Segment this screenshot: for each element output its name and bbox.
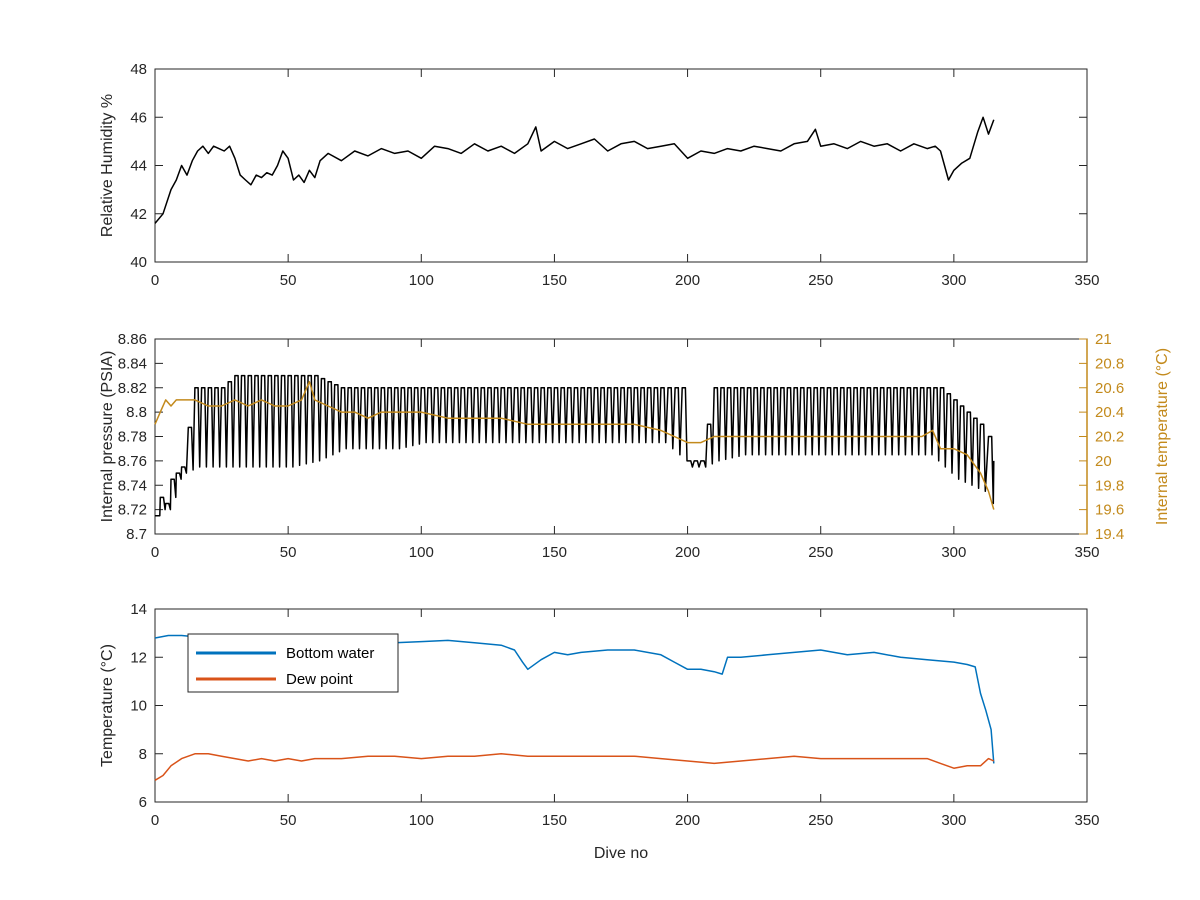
x-tick-label: 250 (808, 812, 833, 829)
x-tick-label: 350 (1074, 544, 1099, 561)
y-tick-label: 48 (130, 61, 147, 78)
right-y-tick-label: 21 (1095, 331, 1112, 348)
y-tick-label: 8.7 (126, 526, 147, 543)
y-tick-label: 8.74 (118, 477, 147, 494)
x-tick-label: 150 (542, 544, 567, 561)
y-tick-label: 40 (130, 254, 147, 271)
x-tick-label: 150 (542, 272, 567, 289)
legend-entry: Bottom water (286, 645, 374, 662)
x-tick-label: 50 (280, 544, 297, 561)
x-tick-label: 0 (151, 272, 159, 289)
series-line-0 (155, 374, 995, 517)
y-tick-label: 8.8 (126, 404, 147, 421)
y-tick-label: 6 (139, 794, 147, 811)
x-tick-label: 300 (941, 272, 966, 289)
y-tick-label: 8.76 (118, 453, 147, 470)
right-y-tick-label: 19.4 (1095, 526, 1124, 543)
y-tick-label: 42 (130, 206, 147, 223)
x-tick-label: 200 (675, 544, 700, 561)
humidity-plot: 0 50 100 150 200 250 300 350 40 42 44 46 48 Relative … (99, 61, 1100, 289)
right-y-tick-label: 20.6 (1095, 380, 1124, 397)
legend: Bottom water Dew point (187, 633, 399, 693)
x-tick-label: 50 (280, 272, 297, 289)
plot-frame (154, 338, 1088, 535)
y-axis-label: Temperature (°C) (99, 644, 116, 767)
y-tick-label: 8.78 (118, 429, 147, 446)
pressure-temperature-plot: 0 50 100 150 200 250 300 350 8.7 8.72 8.74 8.76 8.78… (99, 331, 1171, 561)
series-line-0 (154, 116, 995, 224)
x-tick-label: 150 (542, 812, 567, 829)
right-y-tick-label: 20.2 (1095, 429, 1124, 446)
y-axis-label: Internal pressure (PSIA) (99, 351, 116, 523)
right-y-tick-label: 19.6 (1095, 502, 1124, 519)
x-tick-label: 350 (1074, 272, 1099, 289)
right-y-tick-label: 20.4 (1095, 404, 1124, 421)
y-tick-label: 46 (130, 109, 147, 126)
x-tick-label: 0 (151, 544, 159, 561)
x-tick-label: 0 (151, 812, 159, 829)
x-tick-label: 300 (941, 812, 966, 829)
legend-box (187, 633, 399, 693)
x-tick-label: 100 (409, 272, 434, 289)
series-line-dew-point (154, 753, 995, 781)
y-tick-label: 14 (130, 601, 147, 618)
right-y-tick-label: 20 (1095, 453, 1112, 470)
figure-xlabel: Dive no (594, 845, 648, 862)
x-tick-label: 250 (808, 544, 833, 561)
y-tick-label: 8 (139, 746, 147, 763)
x-tick-label: 300 (941, 544, 966, 561)
y-tick-label: 8.72 (118, 502, 147, 519)
x-tick-label: 350 (1074, 812, 1099, 829)
right-y-axis-label: Internal temperature (°C) (1154, 348, 1171, 525)
temperature-plot: 0 50 100 150 200 250 300 350 6 8 10 12 14 Temperature… (99, 601, 1100, 829)
y-axis-label: Relative Humidity % (99, 94, 116, 237)
y-tick-label: 44 (130, 158, 147, 175)
y-tick-label: 10 (130, 698, 147, 715)
x-tick-label: 100 (409, 544, 434, 561)
right-y-tick-label: 19.8 (1095, 477, 1124, 494)
y-tick-label: 8.86 (118, 331, 147, 348)
right-y-tick-label: 20.8 (1095, 355, 1124, 372)
x-tick-label: 200 (675, 272, 700, 289)
y-tick-label: 12 (130, 649, 147, 666)
x-tick-label: 100 (409, 812, 434, 829)
y-tick-label: 8.82 (118, 380, 147, 397)
x-tick-label: 50 (280, 812, 297, 829)
y-tick-label: 8.84 (118, 355, 147, 372)
legend-entry: Dew point (286, 671, 354, 688)
x-tick-label: 250 (808, 272, 833, 289)
plot-frame (154, 68, 1088, 263)
series-line-1 (154, 380, 995, 510)
x-tick-label: 200 (675, 812, 700, 829)
